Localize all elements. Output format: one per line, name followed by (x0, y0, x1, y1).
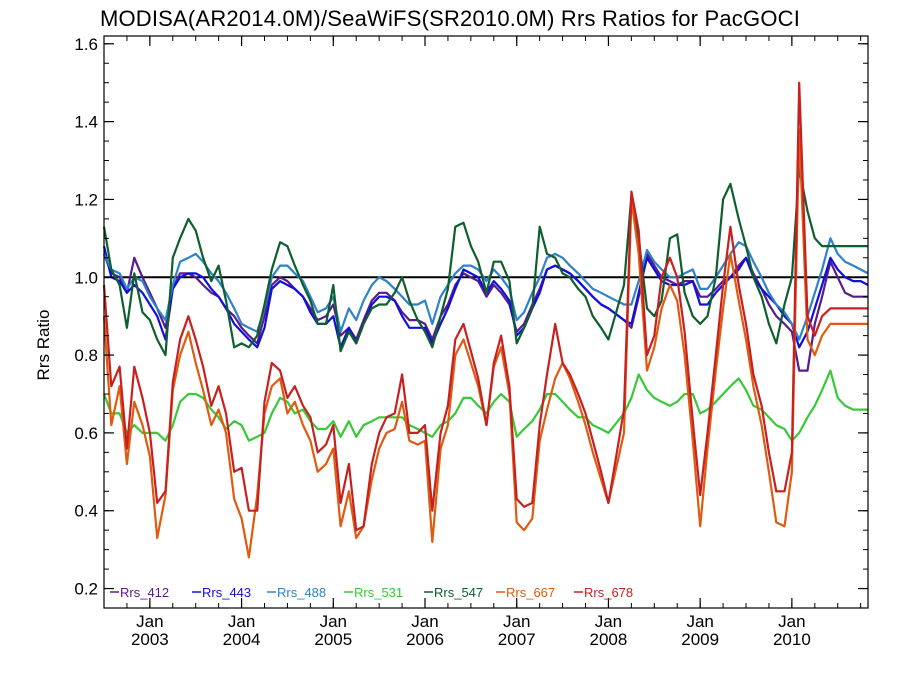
x-tick-label-year: 2010 (773, 630, 811, 649)
series-line-rrs_667 (102, 128, 868, 559)
x-tick-label-year: 2003 (131, 630, 169, 649)
x-tick-label-month: Jan (411, 612, 438, 631)
y-tick-label: 0.6 (74, 424, 98, 443)
y-tick-label: 0.4 (74, 502, 98, 521)
chart-title: MODISA(AR2014.0M)/SeaWiFS(SR2010.0M) Rrs… (99, 6, 801, 31)
legend-label-rrs_667: Rrs_667 (506, 585, 555, 600)
series-layer (102, 81, 869, 559)
legend-label-rrs_678: Rrs_678 (584, 585, 633, 600)
legend: Rrs_412 Rrs_443 Rrs_488 Rrs_531 Rrs_547 Rrs_6… (110, 585, 633, 600)
series-line-rrs_678 (102, 81, 868, 532)
x-tick-label-year: 2005 (314, 630, 352, 649)
x-tick-label-year: 2009 (681, 630, 719, 649)
x-tick-label-month: Jan (686, 612, 713, 631)
series-line-rrs_547 (102, 167, 868, 357)
y-tick-label: 1.0 (74, 268, 98, 287)
y-tick-label: 0.2 (74, 580, 98, 599)
x-tick-label-year: 2007 (498, 630, 536, 649)
axes-layer: 0.20.40.60.81.01.21.41.6Jan2003Jan2004Ja… (74, 35, 869, 649)
y-tick-label: 1.4 (74, 113, 98, 132)
x-tick-label-month: Jan (228, 612, 255, 631)
legend-label-rrs_412: Rrs_412 (120, 585, 169, 600)
legend-label-rrs_547: Rrs_547 (434, 585, 483, 600)
legend-label-rrs_488: Rrs_488 (277, 585, 326, 600)
y-tick-label: 0.8 (74, 346, 98, 365)
x-tick-label-month: Jan (320, 612, 347, 631)
legend-label-rrs_531: Rrs_531 (354, 585, 403, 600)
y-axis-label: Rrs Ratio (34, 310, 53, 381)
x-tick-label-month: Jan (136, 612, 163, 631)
x-tick-label-year: 2004 (223, 630, 261, 649)
legend-label-rrs_443: Rrs_443 (202, 585, 251, 600)
y-tick-label: 1.2 (74, 190, 98, 209)
x-tick-label-month: Jan (503, 612, 530, 631)
plot-frame (103, 35, 869, 609)
series-line-rrs_412 (102, 252, 868, 372)
x-tick-label-year: 2006 (406, 630, 444, 649)
series-line-rrs_443 (102, 245, 869, 349)
x-tick-label-year: 2008 (590, 630, 628, 649)
x-tick-label-month: Jan (778, 612, 805, 631)
y-tick-label: 1.6 (74, 35, 98, 54)
x-tick-label-month: Jan (595, 612, 622, 631)
